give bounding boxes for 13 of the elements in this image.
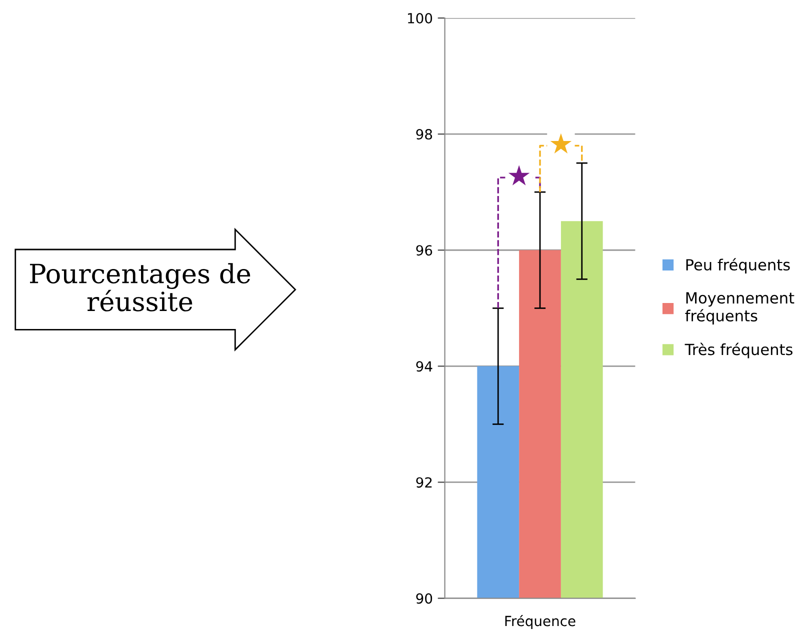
y-tick-label: 98 (416, 129, 432, 140)
text: Pourcentages de réussite (30, 263, 250, 312)
legend-label: Très fréquents (684, 342, 792, 358)
annotation: ★ (508, 165, 530, 186)
legend-label: Peu fréquents (686, 258, 790, 274)
y-tick-label: 92 (416, 477, 432, 488)
y-tick-label: 90 (416, 593, 432, 604)
y-tick-label: 96 (416, 245, 432, 256)
x-tick-label: Fréquence (505, 614, 576, 629)
legend-label: Moyennement fréquents (685, 292, 794, 324)
annotation: ★ (550, 133, 572, 154)
y-tick-label: 94 (416, 361, 432, 372)
y-tick-label: 100 (408, 13, 432, 24)
